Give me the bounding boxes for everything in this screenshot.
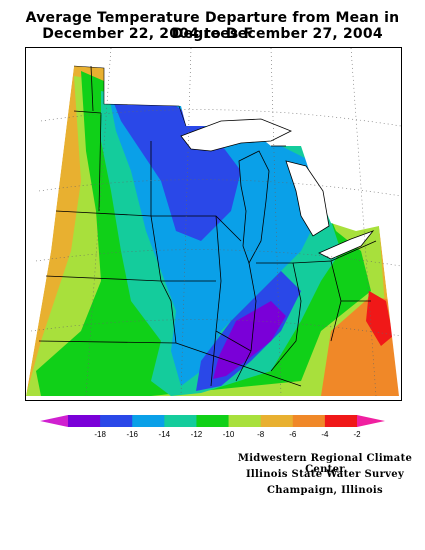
legend-swatch	[68, 415, 101, 427]
credit-location: Champaign, Illinois	[267, 485, 383, 496]
legend-swatch	[132, 415, 165, 427]
zone-minus16	[213, 301, 286, 379]
zone-minus2-east	[366, 291, 393, 346]
legend-label: -6	[289, 430, 297, 439]
state-borders	[38, 65, 377, 387]
credit-isws: Illinois State Water Survey	[245, 469, 405, 480]
legend-swatch	[164, 415, 197, 427]
canada-mask	[26, 48, 401, 231]
legend-arrow-low	[40, 415, 68, 427]
legend-swatch	[196, 415, 230, 427]
legend-arrow-high	[357, 415, 385, 427]
color-legend: -18-16-14-12-10-8-6-4-20	[40, 412, 392, 442]
lake-erie	[318, 230, 375, 260]
lake-michigan	[238, 150, 270, 264]
legend-label: -12	[191, 430, 203, 439]
map-title: Average Temperature Departure from Mean …	[25, 10, 400, 42]
lake-huron	[285, 160, 330, 237]
legend-swatch	[324, 415, 358, 427]
map-date-range: December 22, 2004 to December 27, 2004	[42, 26, 383, 42]
legend-swatch	[100, 415, 133, 427]
legend-label: -2	[353, 430, 361, 439]
legend-label: -8	[257, 430, 265, 439]
outside-right-mask	[379, 226, 401, 396]
graticule	[30, 48, 401, 397]
credit-mrcc: Midwestern Regional Climate Center	[237, 453, 413, 475]
temperature-departure-map	[25, 47, 402, 401]
lake-superior	[180, 118, 292, 152]
outside-left-mask	[26, 66, 74, 396]
legend-swatch	[228, 415, 262, 427]
legend-label: -10	[223, 430, 235, 439]
legend-label: -16	[126, 430, 138, 439]
legend-label: -18	[94, 430, 106, 439]
map-boundary	[73, 65, 187, 127]
legend-label: -14	[159, 430, 171, 439]
legend-swatch	[292, 415, 326, 427]
legend-swatch	[260, 415, 294, 427]
legend-label: -4	[321, 430, 329, 439]
